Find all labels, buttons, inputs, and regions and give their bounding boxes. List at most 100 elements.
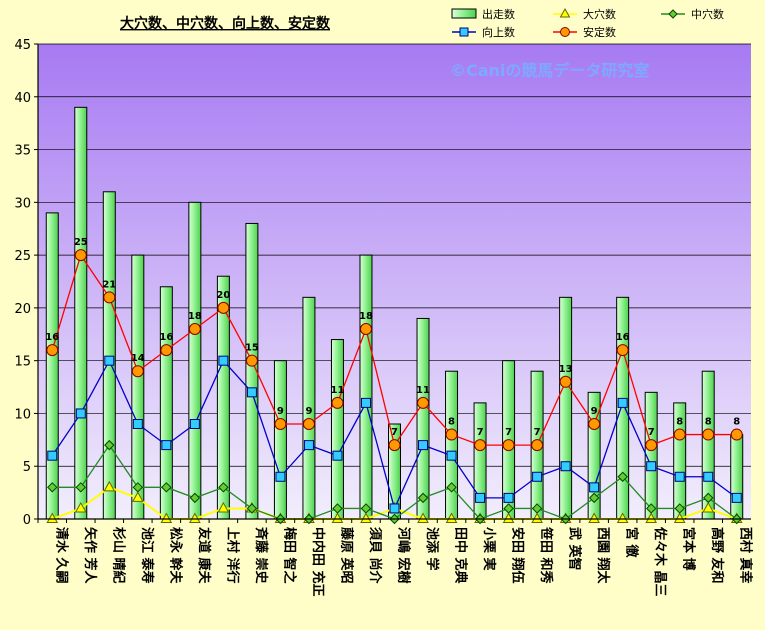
data-point bbox=[104, 355, 115, 366]
bar bbox=[559, 296, 573, 520]
data-point bbox=[132, 482, 144, 493]
axes-group: 0 5 10 15 20 25 30 35 40 45 清水 久嗣 矢作 芳人 杉山 晴紀 池江 泰寿 松永… bbox=[14, 38, 753, 597]
legend-label: 安定数 bbox=[583, 25, 616, 39]
data-point bbox=[217, 501, 230, 513]
data-point bbox=[560, 461, 571, 472]
data-label: 16 bbox=[45, 332, 59, 343]
data-point bbox=[532, 471, 543, 482]
data-point bbox=[703, 471, 714, 482]
data-point bbox=[331, 396, 344, 409]
data-label: 8 bbox=[733, 417, 740, 428]
data-point bbox=[332, 450, 343, 461]
data-point bbox=[47, 450, 58, 461]
x-tick-label: 友道 康夫 bbox=[196, 527, 212, 585]
data-point bbox=[302, 418, 315, 430]
data-point bbox=[446, 450, 457, 461]
x-tick-label: 西園 翔太 bbox=[595, 527, 611, 585]
data-point bbox=[588, 512, 600, 523]
x-tick-label: 小栗 実 bbox=[481, 527, 497, 571]
data-point bbox=[418, 440, 429, 451]
x-tick-label: 杉山 晴紀 bbox=[110, 527, 126, 584]
data-label: 9 bbox=[591, 406, 598, 417]
data-point bbox=[703, 492, 714, 504]
x-tick-label: 矢作 芳人 bbox=[82, 527, 98, 585]
data-point bbox=[131, 365, 144, 378]
data-label: 16 bbox=[159, 332, 173, 343]
bar bbox=[730, 434, 744, 520]
data-point bbox=[188, 323, 201, 335]
y-tick-label: 35 bbox=[14, 144, 31, 159]
data-point bbox=[617, 397, 628, 408]
data-point bbox=[388, 439, 401, 452]
bar bbox=[131, 254, 145, 520]
x-tick-label: 清水 久嗣 bbox=[53, 527, 69, 584]
data-point bbox=[446, 482, 457, 493]
bar bbox=[359, 254, 373, 520]
x-tick-label: 藤原 英昭 bbox=[338, 527, 354, 584]
data-point bbox=[74, 501, 87, 513]
data-point bbox=[730, 428, 743, 441]
data-point bbox=[359, 323, 372, 335]
legend-label: 大穴数 bbox=[583, 7, 616, 21]
bar bbox=[102, 191, 116, 520]
data-point bbox=[559, 375, 572, 388]
data-point bbox=[673, 512, 686, 523]
data-point bbox=[417, 512, 429, 523]
data-point bbox=[645, 512, 658, 523]
data-point bbox=[503, 492, 514, 503]
x-tick-label: 須貝 尚介 bbox=[367, 526, 383, 585]
data-point bbox=[645, 503, 657, 514]
data-point bbox=[531, 439, 544, 452]
data-point bbox=[246, 387, 257, 398]
marker-group bbox=[46, 249, 743, 525]
bar bbox=[273, 360, 287, 520]
data-label: 7 bbox=[648, 427, 655, 438]
data-label: 7 bbox=[391, 427, 398, 438]
data-point bbox=[474, 439, 487, 452]
x-tick-label: 高野 友和 bbox=[709, 527, 725, 584]
data-label: 15 bbox=[245, 343, 259, 354]
x-tick-label: 佐々木 晶三 bbox=[652, 526, 668, 597]
bar bbox=[45, 212, 59, 520]
data-label: 8 bbox=[676, 417, 683, 428]
data-point bbox=[275, 471, 286, 482]
x-tick-label: 中内田 充正 bbox=[310, 527, 326, 597]
legend-marker bbox=[668, 9, 678, 19]
legend-swatch bbox=[451, 8, 477, 19]
bar bbox=[616, 296, 630, 520]
data-label: 7 bbox=[505, 427, 512, 438]
y-tick-label: 30 bbox=[14, 196, 31, 211]
x-tick-label: 宮本 博 bbox=[681, 527, 697, 571]
bar bbox=[416, 317, 430, 520]
y-tick-label: 25 bbox=[14, 249, 31, 264]
data-point bbox=[189, 419, 200, 429]
y-tick-label: 5 bbox=[23, 460, 31, 475]
x-tick-label: 梅田 智之 bbox=[281, 527, 297, 584]
y-tick-label: 15 bbox=[14, 355, 31, 370]
data-label: 8 bbox=[705, 417, 712, 428]
data-point bbox=[702, 501, 715, 513]
x-tick-label: 安田 翔伍 bbox=[510, 527, 526, 584]
data-point bbox=[217, 301, 230, 314]
data-point bbox=[360, 503, 372, 514]
data-point bbox=[502, 439, 515, 452]
data-point bbox=[160, 344, 173, 357]
y-tick-label: 10 bbox=[14, 407, 31, 422]
y-tick-label: 40 bbox=[14, 91, 31, 106]
bar bbox=[74, 106, 88, 520]
data-point bbox=[445, 428, 458, 441]
data-point bbox=[331, 512, 344, 523]
data-point bbox=[132, 419, 143, 429]
x-tick-label: 松永 幹夫 bbox=[167, 527, 183, 585]
data-point bbox=[674, 503, 685, 514]
data-label: 21 bbox=[102, 279, 116, 290]
grid-lines bbox=[38, 43, 751, 467]
data-point bbox=[646, 461, 657, 472]
data-point bbox=[674, 471, 685, 482]
data-point bbox=[161, 440, 172, 451]
data-label: 7 bbox=[477, 427, 484, 438]
data-label: 11 bbox=[330, 385, 344, 396]
data-point bbox=[588, 492, 600, 504]
